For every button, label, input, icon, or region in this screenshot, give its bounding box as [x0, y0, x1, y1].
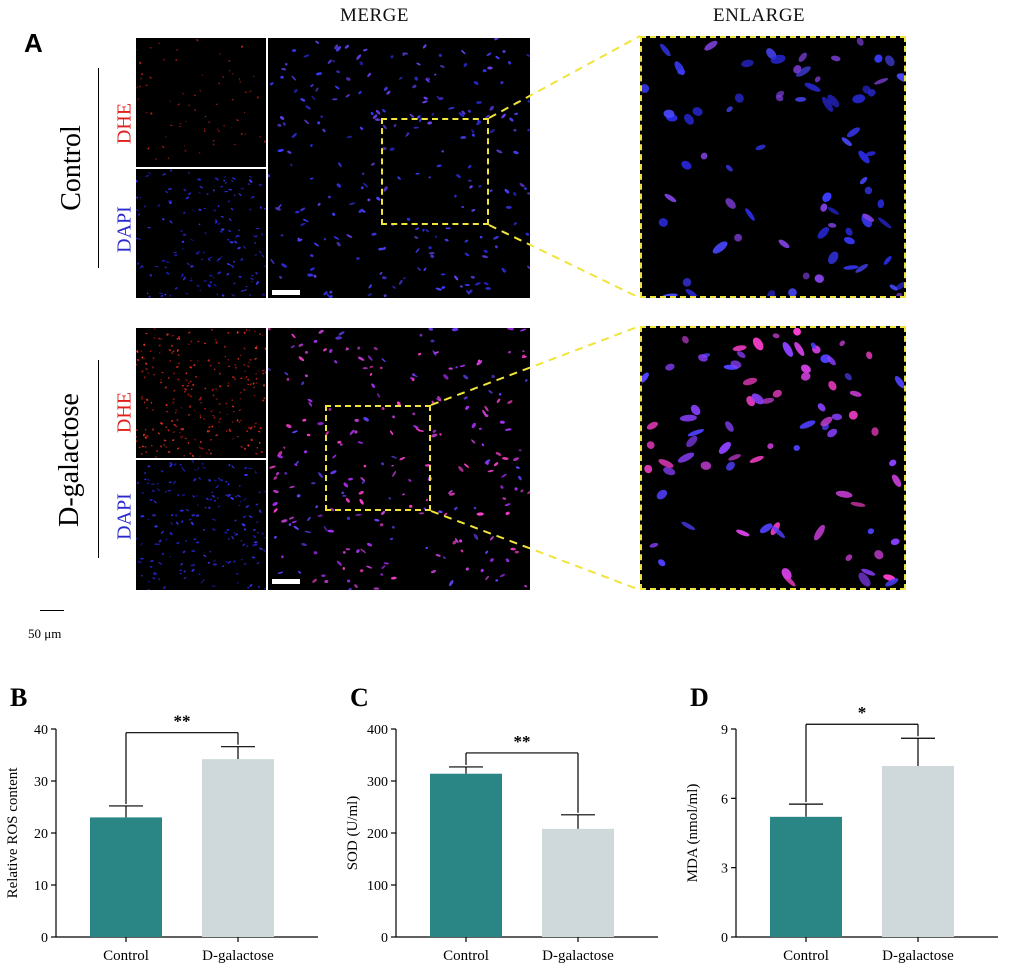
micro-dgalactose-merge — [268, 328, 530, 590]
micro-dgalactose-dapi — [136, 460, 266, 590]
y-axis-label: Relative ROS content — [5, 767, 21, 899]
y-tick-label: 0 — [41, 931, 48, 946]
micro-texture — [268, 328, 530, 590]
zoom-connectors — [430, 35, 641, 591]
bar-d-galactose — [882, 765, 954, 937]
panel-letter: B — [10, 683, 27, 712]
micro-texture — [136, 460, 266, 590]
zoom-box-dgalactose — [325, 405, 431, 511]
micro-control-merge — [268, 38, 530, 298]
y-tick-label: 6 — [721, 792, 728, 807]
chart-sod: C 0 100 200 300 400 SOD (U/ml) Control D-galacto… — [345, 683, 658, 964]
y-tick-label: 200 — [367, 827, 388, 842]
y-tick-label: 20 — [34, 827, 48, 842]
y-tick-label: 10 — [34, 879, 48, 894]
y-tick-label: 300 — [367, 775, 388, 790]
micro-dgalactose-dhe — [136, 328, 266, 458]
y-tick-label: 30 — [34, 775, 48, 790]
bar-control — [430, 773, 502, 937]
y-tick-label: 400 — [367, 723, 388, 738]
micro-control-dapi — [136, 169, 266, 298]
panel-letter: D — [690, 683, 709, 712]
micro-texture — [136, 169, 266, 298]
micro-control-enlarge — [640, 36, 906, 298]
bar-d-galactose — [202, 759, 274, 937]
connector-dgalactose-bottom — [430, 510, 641, 591]
scale-legend-bar — [40, 610, 64, 611]
x-tick-label: Control — [783, 948, 829, 964]
x-tick-label: Control — [443, 948, 489, 964]
bar-d-galactose — [542, 828, 614, 937]
chart-ros: B 0 10 20 30 40 Relative ROS content Control D-g… — [5, 683, 318, 964]
y-axis-label: SOD (U/ml) — [345, 796, 361, 871]
x-tick-label: Control — [103, 948, 149, 964]
scale-legend-text: 50 μm — [28, 626, 62, 641]
micro-texture — [268, 38, 530, 298]
chart-mda: D 0 3 6 9 MDA (nmol/ml) Control D-galactose * — [685, 683, 998, 964]
panel-a-letter: A — [24, 28, 43, 58]
zoom-box-control — [381, 118, 489, 225]
micro-control-dhe — [136, 38, 266, 167]
y-tick-label: 0 — [721, 931, 728, 946]
merge-header: MERGE — [340, 5, 409, 26]
scale-bar-dgalactose — [272, 579, 300, 584]
y-tick-label: 9 — [721, 723, 728, 738]
connector-dgalactose-top — [430, 325, 641, 406]
enlarge-header: ENLARGE — [713, 5, 806, 26]
y-tick-label: 100 — [367, 879, 388, 894]
micro-texture — [642, 38, 904, 296]
x-tick-label: D-galactose — [882, 948, 954, 964]
y-tick-label: 40 — [34, 723, 48, 738]
bar-control — [90, 817, 162, 937]
group-bracket-control — [98, 68, 99, 268]
significance-label: ** — [174, 712, 191, 731]
micro-dgalactose-enlarge — [640, 326, 906, 590]
connector-control-top — [488, 35, 641, 119]
x-tick-label: D-galactose — [542, 948, 614, 964]
panel-letter: C — [350, 683, 369, 712]
micro-texture — [136, 328, 266, 458]
scale-bar-control — [272, 290, 300, 295]
y-tick-label: 0 — [381, 931, 388, 946]
y-axis-label: MDA (nmol/ml) — [685, 784, 701, 883]
significance-label: ** — [514, 732, 531, 751]
micro-texture — [136, 39, 266, 161]
y-tick-label: 3 — [721, 862, 728, 877]
connector-control-bottom — [488, 224, 641, 299]
group-bracket-dgalactose — [98, 360, 99, 558]
bar-control — [770, 816, 842, 937]
x-tick-label: D-galactose — [202, 948, 274, 964]
significance-label: * — [858, 703, 867, 722]
micro-texture — [642, 328, 904, 587]
